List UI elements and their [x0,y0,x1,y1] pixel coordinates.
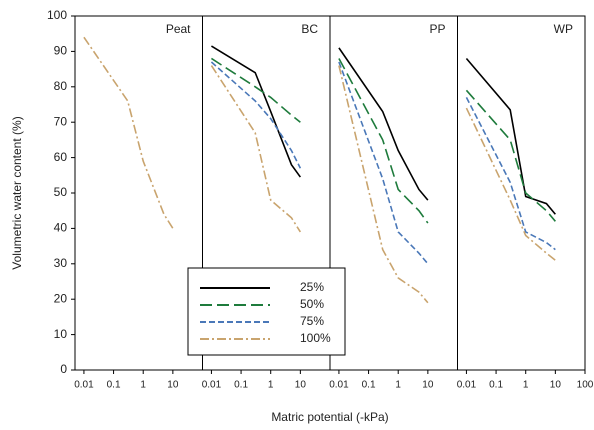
panel-frame [329,15,458,371]
y-tick-label: 100 [47,8,67,22]
y-tick-label: 90 [54,44,68,58]
series-line [211,45,302,178]
y-tick-label: 40 [54,221,68,235]
panel-title: Peat [166,22,191,36]
x-tick-label: 10 [422,380,434,391]
panel-title: PP [429,22,445,36]
x-tick-label: 10 [550,380,562,391]
y-tick-label: 10 [54,327,68,341]
series-line [465,107,556,261]
x-tick-label: 0.01 [74,380,94,391]
series-line [83,36,174,229]
x-tick-label: 1 [395,380,401,391]
legend-label: 50% [300,297,324,311]
x-tick-label: 10 [295,380,307,391]
y-tick-label: 20 [54,291,68,305]
series-line [210,65,302,233]
x-tick-label: 10 [167,380,179,391]
x-tick-label: 1 [523,380,529,391]
series-line [338,47,429,201]
x-tick-label: 0.1 [362,380,376,391]
legend-label: 25% [300,280,324,294]
y-axis-label: Volumetric water content (%) [10,116,24,269]
series-line [338,61,429,265]
y-tick-label: 70 [54,114,68,128]
series-line [210,57,301,123]
y-tick-label: 0 [60,362,67,376]
y-tick-label: 60 [54,150,68,164]
panel-title: BC [301,22,318,36]
x-tick-label: 0.01 [202,380,222,391]
series-line [465,89,556,222]
panel-frame [74,15,203,371]
legend-label: 75% [300,314,324,328]
x-tick-label: 1 [140,380,146,391]
series-line [338,65,429,304]
x-tick-label: 0.1 [107,380,121,391]
y-tick-label: 80 [54,79,68,93]
x-tick-label: 0.1 [234,380,248,391]
panel-frame [457,15,586,371]
series-line [338,58,429,224]
y-tick-label: 50 [54,185,68,199]
x-tick-label: 100 [577,380,594,391]
x-tick-label: 1 [268,380,274,391]
panel-title: WP [554,22,573,36]
series-line [465,97,556,251]
y-tick-label: 30 [54,256,68,270]
x-tick-label: 0.01 [457,380,477,391]
x-tick-label: 0.01 [329,380,349,391]
legend-box [187,267,346,356]
legend-label: 100% [300,331,331,345]
series-line [210,61,302,169]
x-axis-label: Matric potential (-kPa) [271,410,388,424]
series-line [465,57,556,215]
x-tick-label: 0.1 [489,380,503,391]
